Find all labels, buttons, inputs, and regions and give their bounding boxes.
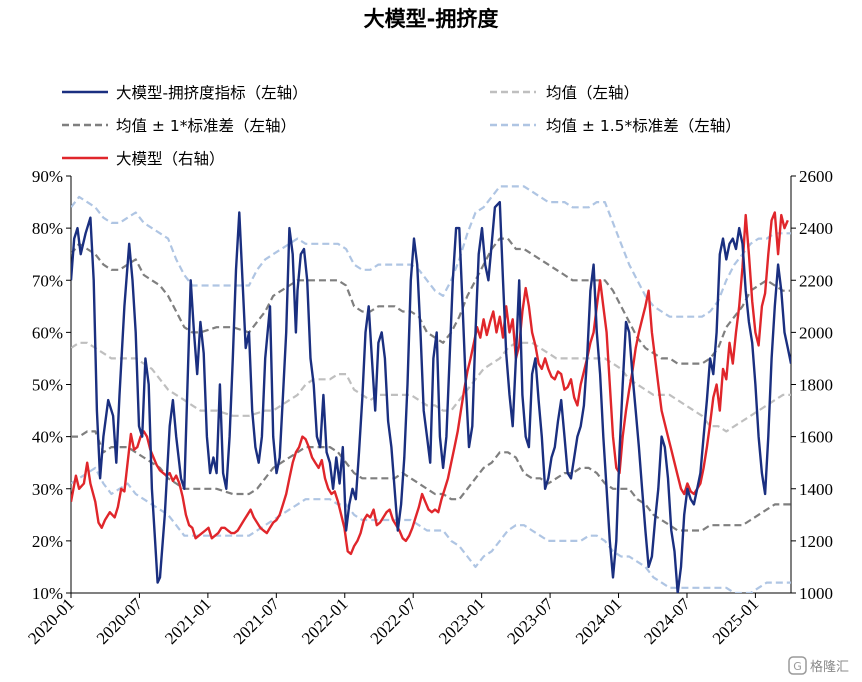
series-price (71, 211, 789, 556)
y-right-tick-label: 2000 (799, 323, 833, 342)
x-tick-label: 2022-07 (367, 594, 421, 648)
svg-text:G: G (793, 660, 802, 673)
y-left-tick-label: 20% (32, 532, 63, 551)
y-right-tick-label: 1400 (799, 480, 833, 499)
legend-label-price: 大模型（右轴） (116, 150, 225, 168)
x-tick-label: 2024-07 (640, 594, 694, 648)
y-right-tick-label: 1200 (799, 532, 833, 551)
legend: 大模型-拥挤度指标（左轴） 均值（左轴） 均值 ± 1*标准差（左轴） 均值 ±… (62, 84, 741, 168)
x-tick-label: 2023-07 (503, 594, 557, 648)
y-right-tick-label: 2200 (799, 271, 833, 290)
y-right-tick-label: 1000 (799, 584, 833, 603)
legend-label-sd1: 均值 ± 1*标准差（左轴） (116, 117, 296, 135)
chart-title: 大模型-拥挤度 (364, 7, 499, 31)
x-tick-label: 2021-07 (230, 594, 284, 648)
legend-label-mean: 均值（左轴） (546, 84, 639, 102)
x-tick-label: 2025-01 (709, 594, 763, 648)
watermark: G 格隆汇 (788, 656, 849, 675)
legend-label-crowd: 大模型-拥挤度指标（左轴） (116, 84, 308, 102)
legend-label-sd15: 均值 ± 1.5*标准差（左轴） (546, 117, 741, 135)
y-left-tick-label: 10% (32, 584, 63, 603)
x-tick-label: 2020-07 (93, 594, 147, 648)
y-right-tick-label: 2600 (799, 167, 833, 186)
x-tick-label: 2023-01 (435, 594, 489, 648)
y-left-tick-label: 70% (32, 271, 63, 290)
y-right-tick-label: 2400 (799, 219, 833, 238)
series-sd1-upper (71, 237, 791, 365)
series-lines (71, 185, 791, 593)
y-right-tick-label: 1800 (799, 376, 833, 395)
series-sd15-upper (71, 185, 791, 318)
watermark-logo-icon (788, 656, 807, 675)
y-left-tick-label: 80% (32, 219, 63, 238)
y-left-tick-label: 40% (32, 428, 63, 447)
series-mean (71, 341, 791, 433)
x-tick-label: 2024-01 (572, 594, 626, 648)
x-tick-label: 2021-01 (161, 594, 215, 648)
x-tick-label: 2022-01 (298, 594, 352, 648)
series-crowd (71, 200, 791, 593)
series-sd15-lower (71, 466, 791, 593)
y-left-tick-label: 90% (32, 167, 63, 186)
watermark-text: 格隆汇 (810, 659, 849, 675)
y-left-tick-label: 30% (32, 480, 63, 499)
y-left-tick-label: 50% (32, 376, 63, 395)
y-left-tick-label: 60% (32, 323, 63, 342)
y-right-tick-label: 1600 (799, 428, 833, 447)
